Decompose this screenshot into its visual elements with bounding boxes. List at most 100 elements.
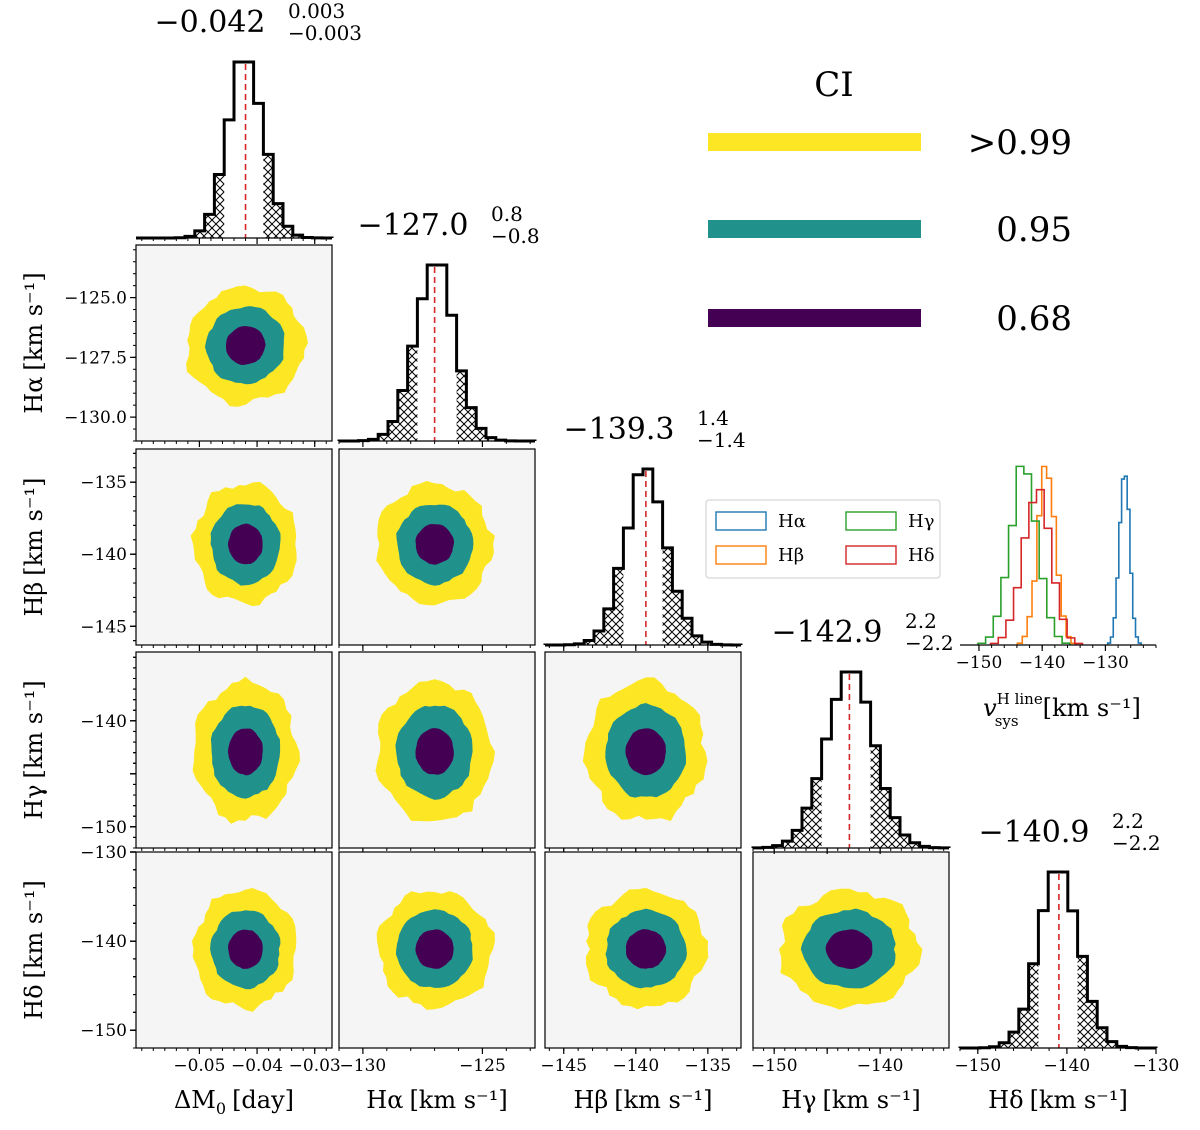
axis-label-unit: [km s⁻¹] <box>823 1086 921 1114</box>
inset-label-unit: [km s⁻¹] <box>1043 694 1141 722</box>
hist-tail-bin <box>1087 1001 1098 1048</box>
hist-tail-bin <box>909 842 920 848</box>
hist-tail-bin <box>378 434 388 441</box>
hist-title-minus: −0.003 <box>288 21 362 45</box>
contour-panel-Ha-vs-dM0: −125.0 −127.5 −130.0 <box>64 244 333 447</box>
contour-group <box>582 677 708 822</box>
x-axis-label-Hb: Hβ [km s⁻¹] <box>573 1086 712 1114</box>
contour-ci-68 <box>415 728 454 775</box>
hist-title-plus: 2.2 <box>905 609 937 633</box>
hist-tail-bin <box>283 226 293 238</box>
x-axis-label-Hg: Hγ [km s⁻¹] <box>781 1086 921 1114</box>
contour-ci-68 <box>226 326 266 365</box>
contour-ci-68 <box>415 524 455 565</box>
inset-tick-label: −130 <box>1082 653 1129 673</box>
x-tick-label: −140 <box>857 1056 904 1076</box>
x-tick-label: −0.05 <box>173 1056 225 1076</box>
inset-label-sup: H line <box>997 690 1043 708</box>
axis-label-unit: [km s⁻¹] <box>20 880 48 978</box>
hist-panel-Ha: −127.0 0.8−0.8 <box>337 202 540 447</box>
x-tick-label: −0.03 <box>289 1056 341 1076</box>
inset-tick-label: −140 <box>1019 653 1066 673</box>
axis-label-symbol: Hδ <box>20 984 48 1019</box>
axis-label-sub: 0 <box>216 1099 226 1118</box>
axis-label-unit: [km s⁻¹] <box>614 1086 712 1114</box>
contour-ci-68 <box>625 929 667 969</box>
contour-ci-68 <box>825 929 873 969</box>
hist-title-plus: 1.4 <box>697 406 729 430</box>
panel-frame <box>338 851 536 1049</box>
contour-group <box>585 887 709 1010</box>
ci-level-label: 0.95 <box>996 210 1072 250</box>
hist-tail-bin <box>792 830 802 848</box>
axis-label-symbol: ΔM <box>174 1086 216 1114</box>
hist-title-minus: −2.2 <box>905 631 954 655</box>
axis-label-symbol: Hα <box>20 377 48 414</box>
hist-tail-bin <box>584 640 594 645</box>
hist-tail-bin <box>194 230 205 238</box>
contour-ci-68 <box>228 523 263 565</box>
axis-label-symbol: Hβ <box>20 582 48 617</box>
hist-tail-bin <box>1107 1041 1117 1048</box>
hist-tail-bin <box>811 778 822 848</box>
x-axis-label-dM0: ΔM0 [day] <box>174 1086 294 1118</box>
hist-title-plus: 2.2 <box>1112 809 1144 833</box>
x-tick-label: −145 <box>540 1056 587 1076</box>
y-tick-label: −130.0 <box>64 408 127 428</box>
y-tick-label: −150 <box>80 818 127 838</box>
y-axis-label-Hb: Hβ [km s⁻¹] <box>20 477 48 616</box>
hist-tail-bin <box>1077 956 1088 1048</box>
hist-title-plus: 0.003 <box>288 0 345 23</box>
contour-panel-Hd-vs-Ha: −130 −125 <box>130 851 536 1076</box>
axis-label-unit: [km s⁻¹] <box>20 680 48 778</box>
contour-group <box>376 481 495 606</box>
hist-title-minus: −0.8 <box>491 224 540 248</box>
inset-legend-swatch-3 <box>845 545 897 565</box>
hist-title-minus: −2.2 <box>1112 831 1161 855</box>
hist-tail-bin <box>692 635 702 645</box>
axis-label-symbol: Hδ <box>988 1086 1023 1114</box>
hist-tail-bin <box>204 214 215 238</box>
axis-label-unit: [km s⁻¹] <box>409 1086 507 1114</box>
axis-label-symbol: Hγ <box>781 1086 816 1114</box>
x-tick-label: −150 <box>954 1056 1001 1076</box>
hist-title-value: −142.9 <box>771 615 882 650</box>
ci-swatch-0 <box>708 133 921 151</box>
inset-legend-box <box>705 499 941 579</box>
ci-legend-title: CI <box>814 65 853 105</box>
x-tick-label: −140 <box>1044 1056 1091 1076</box>
hist-outline <box>543 467 743 647</box>
contour-group <box>192 676 301 824</box>
inset-series-0 <box>1106 475 1142 645</box>
hist-title-value: −139.3 <box>563 412 674 447</box>
y-tick-label: −140 <box>80 545 127 565</box>
hist-tail-bin <box>456 370 467 441</box>
contour-panel-Hg-vs-dM0: −140 −150 <box>80 651 333 854</box>
y-tick-label: −130 <box>80 843 127 863</box>
y-tick-label: −145 <box>80 617 127 637</box>
x-tick-label: −150 <box>751 1056 798 1076</box>
hist-tail-bin <box>802 808 812 848</box>
inset-series-3 <box>989 488 1084 645</box>
panel-frame <box>338 448 536 646</box>
y-tick-label: −135 <box>80 473 127 493</box>
contour-ci-68 <box>625 728 666 776</box>
hist-tail-bin <box>594 630 604 645</box>
inset-label-symbol: v <box>983 694 997 722</box>
hist-tail-bin <box>486 437 496 441</box>
axis-label-unit: [km s⁻¹] <box>20 272 48 370</box>
inset-legend-label: Hγ <box>908 511 934 532</box>
hist-panel-Hb: −139.3 1.4−1.4 <box>543 406 746 651</box>
inset-legend-label: Hβ <box>778 545 804 566</box>
hist-tail-bin <box>388 421 398 441</box>
axis-label-symbol: Hγ <box>20 784 48 819</box>
hist-tail-bin <box>613 568 624 645</box>
axis-label-symbol: Hβ <box>573 1086 608 1114</box>
y-tick-label: −140 <box>80 712 127 732</box>
hist-tail-bin <box>407 346 418 441</box>
panel-frame <box>338 651 536 849</box>
hist-tail-bin <box>880 788 891 848</box>
x-tick-label: −0.04 <box>231 1056 283 1076</box>
hist-outline <box>751 670 951 850</box>
contour-ci-68 <box>415 929 454 969</box>
